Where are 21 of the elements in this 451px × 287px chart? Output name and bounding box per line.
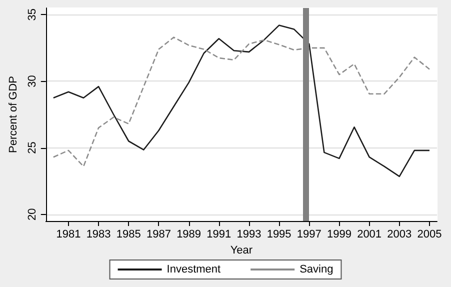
x-tick-label: 1981 <box>56 228 81 240</box>
x-tick-label: 1999 <box>326 228 352 240</box>
x-tick-label: 1987 <box>146 228 171 240</box>
x-tick-label: 1991 <box>206 228 232 240</box>
x-axis-title: Year <box>230 244 253 256</box>
legend-label: Investment <box>166 264 221 276</box>
y-tick-label: 25 <box>26 142 38 154</box>
legend-label: Saving <box>300 264 334 276</box>
x-tick-label: 1997 <box>296 228 322 240</box>
x-tick-label: 1993 <box>236 228 262 240</box>
y-tick-label: 20 <box>26 208 38 220</box>
x-tick-label: 1989 <box>176 228 202 240</box>
x-tick-label: 2001 <box>357 228 382 240</box>
x-tick-label: 2003 <box>387 228 412 240</box>
x-tick-label: 1983 <box>86 228 111 240</box>
x-tick-label: 2005 <box>417 228 442 240</box>
x-tick-label: 1985 <box>116 228 141 240</box>
x-tick-label: 1995 <box>266 228 292 240</box>
y-tick-label: 30 <box>26 75 38 88</box>
y-axis-title: Percent of GDP <box>8 76 20 154</box>
y-tick-label: 35 <box>26 8 38 21</box>
